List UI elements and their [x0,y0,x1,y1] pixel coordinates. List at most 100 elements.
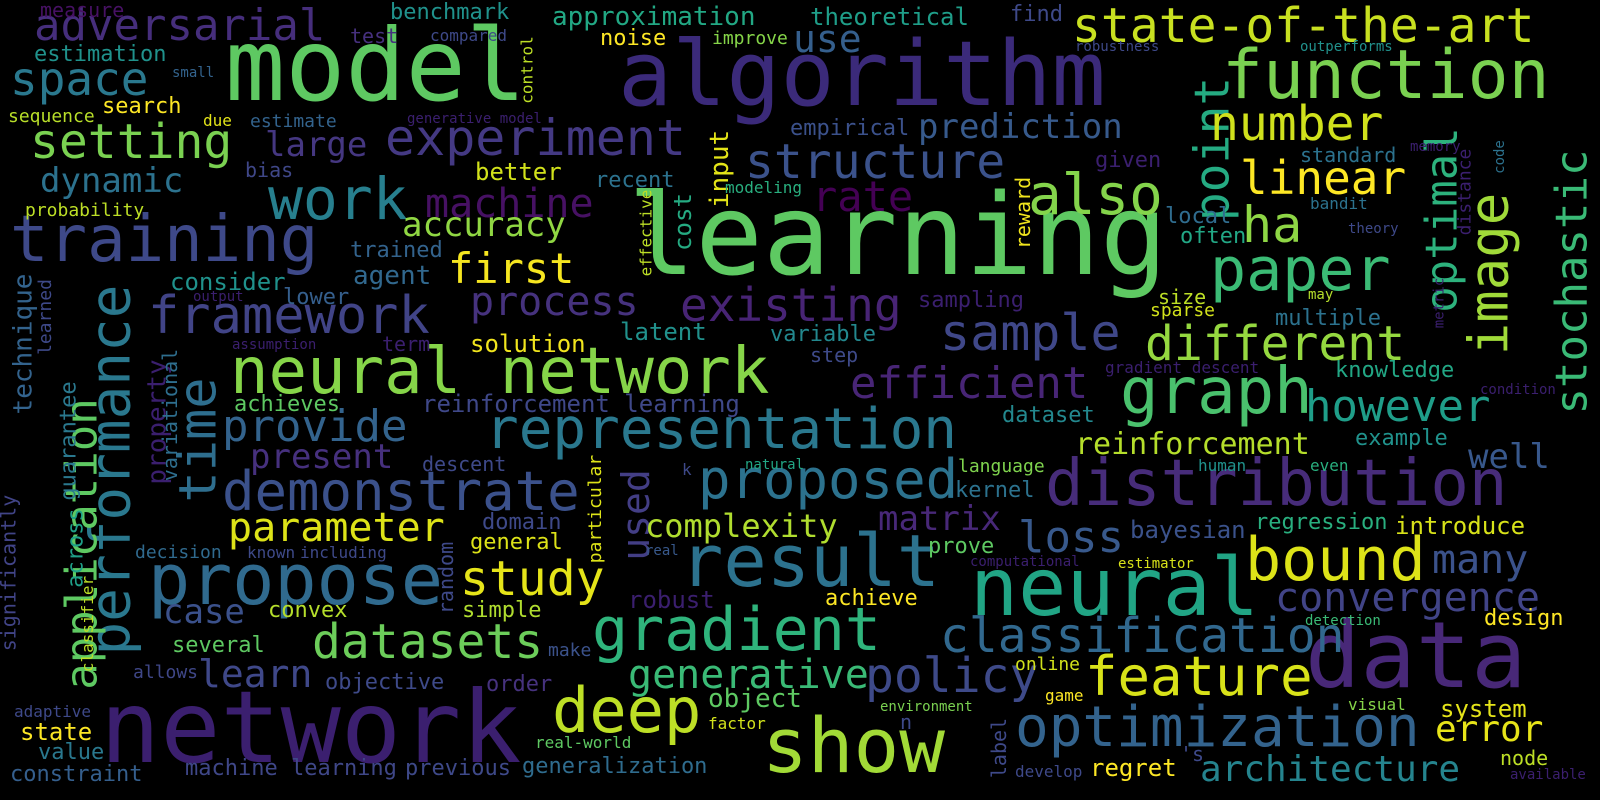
word-use: use [793,17,862,61]
word-estimator: estimator [1118,556,1194,572]
word-also: also [1028,163,1163,228]
word-constraint: constraint [10,762,143,787]
word-prove: prove [928,534,995,559]
word-parameter: parameter [228,505,445,551]
word-test: test [350,24,399,48]
word-introduce: introduce [1395,512,1526,540]
word-objective: objective [325,670,445,695]
word-algorithm: algorithm [618,22,1106,127]
word-human: human [1198,456,1247,475]
word-generative: generative [628,652,869,698]
word-reward: reward [1011,176,1036,250]
word-code: code [1491,140,1508,174]
word-approximation: approximation [552,2,756,32]
word-data: data [1305,602,1527,709]
word-make: make [548,640,592,661]
word-large: large [265,125,368,165]
word-descent: descent [422,452,507,476]
word-allows: allows [133,662,199,683]
word-reinforcement-learning: reinforcement learning [422,390,740,418]
word-regret: regret [1090,754,1177,782]
word-develop: develop [1015,762,1083,781]
word-general: general [470,530,563,555]
word-deep: deep [552,674,702,747]
word-system: system [1440,695,1527,723]
word-n: n [900,710,913,734]
word-measure: measure [40,0,125,22]
word-bias: bias [245,158,294,182]
word-modeling: modeling [725,178,803,197]
word-however: however [1305,381,1491,432]
word-training: training [10,203,319,277]
word-matrix: matrix [878,499,1001,539]
word-due: due [203,111,232,130]
word-technique: technique [8,273,39,415]
word-random: random [434,541,459,615]
word-optimization: optimization [1015,695,1420,760]
word-find: find [1010,2,1063,27]
word-loss: loss [1018,512,1124,563]
word-learn: learn [198,652,313,696]
word-factor: factor [708,714,766,733]
word-show: show [762,701,946,790]
word-model: model [225,7,527,124]
word-benchmark: benchmark [390,0,510,25]
word-case: case [163,592,245,632]
word-node: node [1500,746,1549,770]
word-available: available [1510,767,1586,783]
word-label: label [987,717,1012,779]
word-linear: linear [1240,151,1407,205]
word-error: error [1435,709,1544,750]
word-achieves: achieves [234,392,340,417]
word-term: term [382,332,431,356]
word-present: present [250,437,394,477]
word-design: design [1484,606,1564,631]
word-theory: theory [1348,221,1399,237]
word-multiple: multiple [1275,306,1381,331]
word-online: online [1015,654,1081,675]
word-previous: previous [405,756,511,781]
word-improve: improve [712,28,788,49]
word-convergence: convergence [1275,575,1540,621]
word-proposed: proposed [698,448,959,511]
word-rate: rate [812,172,914,221]
word-ha: ha [1242,196,1303,254]
word-dataset: dataset [1002,403,1095,428]
word-space: space [10,52,149,106]
word-propose: propose [148,539,444,621]
word-simple: simple [462,598,542,623]
word-bandit: bandit [1310,194,1368,213]
word-experiment: experiment [385,109,687,167]
word-convex: convex [268,598,348,623]
word-detection: detection [1305,613,1381,629]
word-known: known [247,543,296,562]
word-function: function [1222,36,1550,115]
word-domain: domain [482,510,562,535]
word-lower: lower [283,285,350,310]
word-consider: consider [170,268,286,296]
word-work: work [268,165,408,233]
word-provide: provide [222,401,408,452]
word-demonstrate: demonstrate [222,460,580,523]
word-may: may [1308,287,1334,303]
word-order: order [486,672,553,697]
word-distribution: distribution [1045,447,1508,521]
word-efficient: efficient [850,358,1089,409]
word-control: control [517,36,537,104]
word-existing: existing [680,278,902,332]
word-solution: solution [470,330,586,358]
word-apostrophe-s: 's [1180,742,1205,766]
word-probability: probability [25,200,145,221]
word-natural: natural [745,457,805,473]
word-graph: graph [1120,355,1313,429]
word-object: object [708,684,802,714]
word-state-of-the-art: state-of-the-art [1072,0,1535,54]
word-real: real [645,543,679,559]
word-learning: learning [628,171,1168,301]
word-variable: variable [770,322,876,347]
word-many: many [1432,537,1529,583]
word-neural: neural [970,541,1259,634]
word-better: better [475,158,562,186]
word-process: process [470,279,639,325]
